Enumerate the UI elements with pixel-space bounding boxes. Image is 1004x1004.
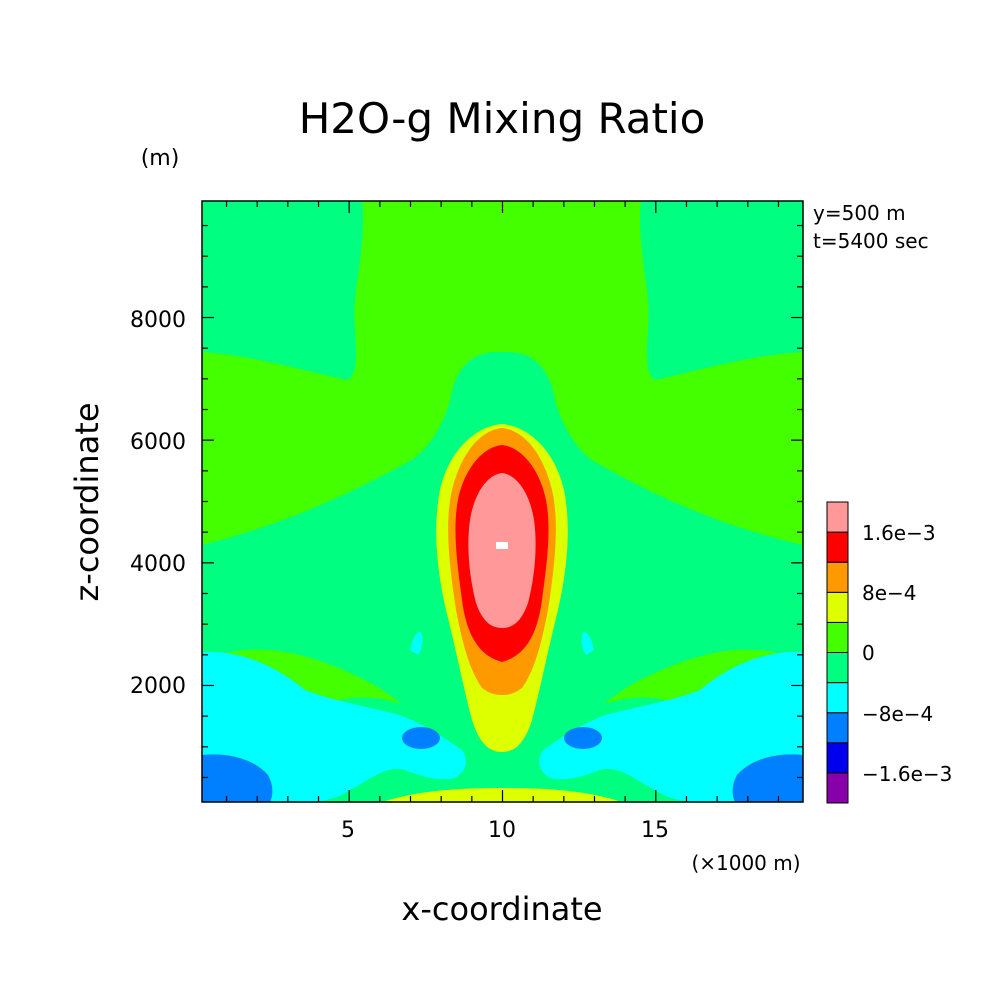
region-upper-left	[202, 201, 364, 380]
region-blue-center-right	[564, 727, 602, 749]
y-axis-label: z-coordinate	[68, 402, 106, 601]
colorbar-swatch	[826, 531, 849, 563]
colorbar-label: −8e−4	[862, 702, 933, 726]
region-white-max	[496, 542, 508, 549]
colorbar	[826, 501, 849, 804]
axis-ticks	[202, 201, 803, 802]
y-unit-label: (m)	[141, 146, 180, 171]
region-blue-right	[732, 754, 803, 802]
region-pink	[468, 473, 536, 628]
x-tick-label: 5	[341, 818, 355, 843]
region-cyan-left	[202, 651, 466, 802]
annotation-t: t=5400 sec	[813, 229, 929, 253]
colorbar-swatch	[826, 772, 849, 804]
region-cyan-small-right	[581, 631, 594, 655]
x-tick-label: 10	[488, 818, 516, 843]
colorbar-swatch	[826, 712, 849, 744]
region-upper-right	[639, 201, 803, 380]
x-axis-label: x-coordinate	[401, 890, 602, 928]
region-cyan-small-left	[410, 631, 423, 655]
region-blue-center-left	[402, 727, 440, 749]
colorbar-swatch	[826, 652, 849, 684]
y-tick-label: 6000	[130, 430, 186, 455]
colorbar-label: 8e−4	[862, 581, 917, 605]
colorbar-swatch	[826, 501, 849, 533]
x-tick-label: 15	[641, 818, 669, 843]
region-cyan-right	[539, 651, 803, 802]
y-tick-label: 4000	[130, 552, 186, 577]
region-blue-left	[202, 754, 273, 802]
colorbar-swatch	[826, 742, 849, 774]
colorbar-swatch	[826, 682, 849, 714]
chart-title: H2O-g Mixing Ratio	[299, 94, 706, 143]
colorbar-swatch	[826, 621, 849, 654]
colorbar-swatch	[826, 591, 849, 623]
contour-field	[202, 201, 803, 802]
annotation-y: y=500 m	[813, 201, 906, 225]
colorbar-label: 0	[862, 641, 875, 665]
colorbar-label: −1.6e−3	[862, 762, 952, 786]
y-tick-label: 8000	[130, 308, 186, 333]
colorbar-swatch	[826, 561, 849, 593]
x-unit-label: (×1000 m)	[691, 851, 800, 875]
colorbar-label: 1.6e−3	[862, 521, 936, 545]
y-tick-label: 2000	[130, 674, 186, 699]
